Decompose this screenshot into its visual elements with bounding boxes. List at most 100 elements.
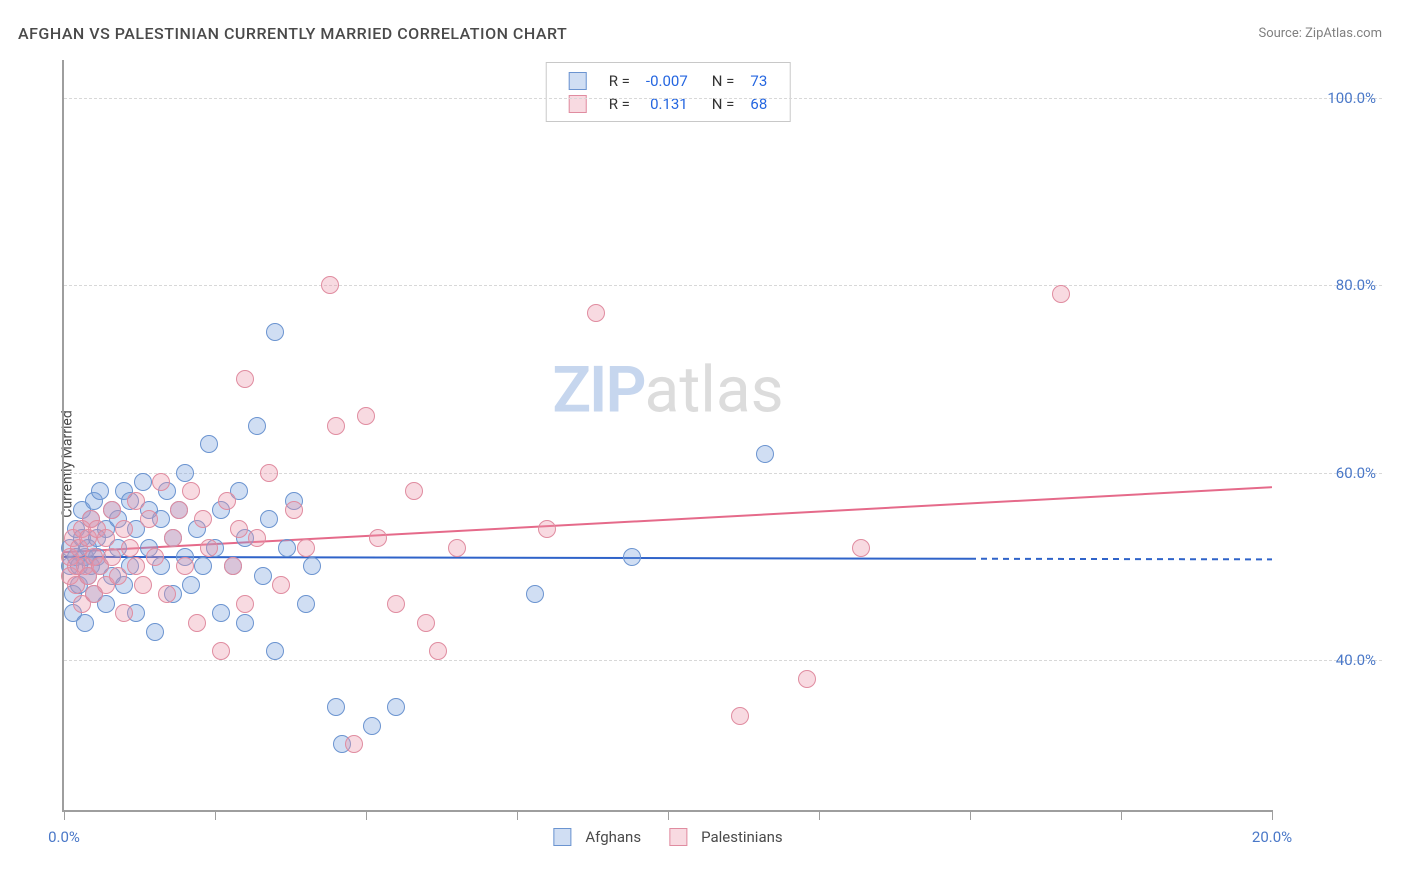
palestinians-point [429,642,447,660]
afghans-point [327,698,345,716]
palestinians-point [405,482,423,500]
palestinians-point [731,707,749,725]
afghans-point [266,323,284,341]
legend-label: Afghans [585,828,641,846]
afghans-point [278,539,296,557]
legend-label: Palestinians [701,828,783,846]
afghans-point [254,567,272,585]
palestinians-point [798,670,816,688]
afghans-point [212,604,230,622]
palestinians-point [387,595,405,613]
palestinians-point [146,548,164,566]
palestinians-point [212,642,230,660]
palestinians-point [218,492,236,510]
palestinians-point [182,482,200,500]
y-tick-label: 80.0% [1280,276,1376,294]
afghans-swatch-icon [553,828,571,846]
afghans-point [303,557,321,575]
palestinians-point [538,520,556,538]
x-tick-label: 0.0% [48,828,80,846]
palestinians-point [587,304,605,322]
afghans-point [297,595,315,613]
chart-title: AFGHAN VS PALESTINIAN CURRENTLY MARRIED … [18,24,567,43]
x-tick [819,810,820,820]
afghans-point [194,557,212,575]
series-legend: Afghans Palestinians [553,828,782,846]
palestinians-point [140,510,158,528]
palestinians-point [297,539,315,557]
palestinians-point [260,464,278,482]
palestinians-point [164,529,182,547]
x-tick-label: 20.0% [1252,828,1292,846]
x-tick [1121,810,1122,820]
afghans-point [182,576,200,594]
x-tick [668,810,669,820]
palestinians-point [236,370,254,388]
palestinians-point [176,557,194,575]
palestinians-point [285,501,303,519]
gridline [64,660,1382,661]
afghans-point [526,585,544,603]
gridline [64,285,1382,286]
trend-lines [64,60,1272,810]
palestinians-point [194,510,212,528]
palestinians-point [357,407,375,425]
afghans-point [236,614,254,632]
palestinians-point [224,557,242,575]
afghans-point [200,435,218,453]
palestinians-point [109,567,127,585]
palestinians-point [115,520,133,538]
legend-item: Palestinians [669,828,783,846]
afghans-point [266,642,284,660]
afghans-point [176,464,194,482]
palestinians-point [236,595,254,613]
afghans-point [387,698,405,716]
afghans-point [623,548,641,566]
palestinians-point [1052,285,1070,303]
palestinians-point [127,557,145,575]
palestinians-point [272,576,290,594]
y-tick-label: 40.0% [1280,651,1376,669]
x-tick [970,810,971,820]
palestinians-point [327,417,345,435]
x-tick [64,810,65,820]
afghans-point [91,482,109,500]
palestinians-point [345,735,363,753]
legend-item: Afghans [553,828,641,846]
palestinians-point [115,604,133,622]
palestinians-point [127,492,145,510]
gridline [64,98,1382,99]
afghans-point [248,417,266,435]
palestinians-point [369,529,387,547]
plot-area: ZIPatlas R = -0.007 N = 73 R = 0.131 N =… [62,60,1272,812]
palestinians-point [188,614,206,632]
palestinians-point [200,539,218,557]
x-tick [215,810,216,820]
chart-container: Currently Married ZIPatlas R = -0.007 N … [18,60,1382,868]
palestinians-point [170,501,188,519]
palestinians-point [417,614,435,632]
palestinians-point [248,529,266,547]
palestinians-point [97,529,115,547]
palestinians-point [158,585,176,603]
palestinians-point [134,576,152,594]
palestinians-point [103,548,121,566]
palestinians-point [321,276,339,294]
afghans-point [363,717,381,735]
afghans-point [76,614,94,632]
y-tick-label: 60.0% [1280,464,1376,482]
palestinians-point [103,501,121,519]
palestinians-point [121,539,139,557]
x-tick [366,810,367,820]
afghans-point [146,623,164,641]
palestinians-point [852,539,870,557]
source-label: Source: ZipAtlas.com [1258,26,1382,41]
afghans-point [134,473,152,491]
x-tick [1272,810,1273,820]
palestinians-point [230,520,248,538]
palestinians-point [152,473,170,491]
y-tick-label: 100.0% [1280,89,1376,107]
x-tick [517,810,518,820]
afghans-point [260,510,278,528]
afghans-point [756,445,774,463]
